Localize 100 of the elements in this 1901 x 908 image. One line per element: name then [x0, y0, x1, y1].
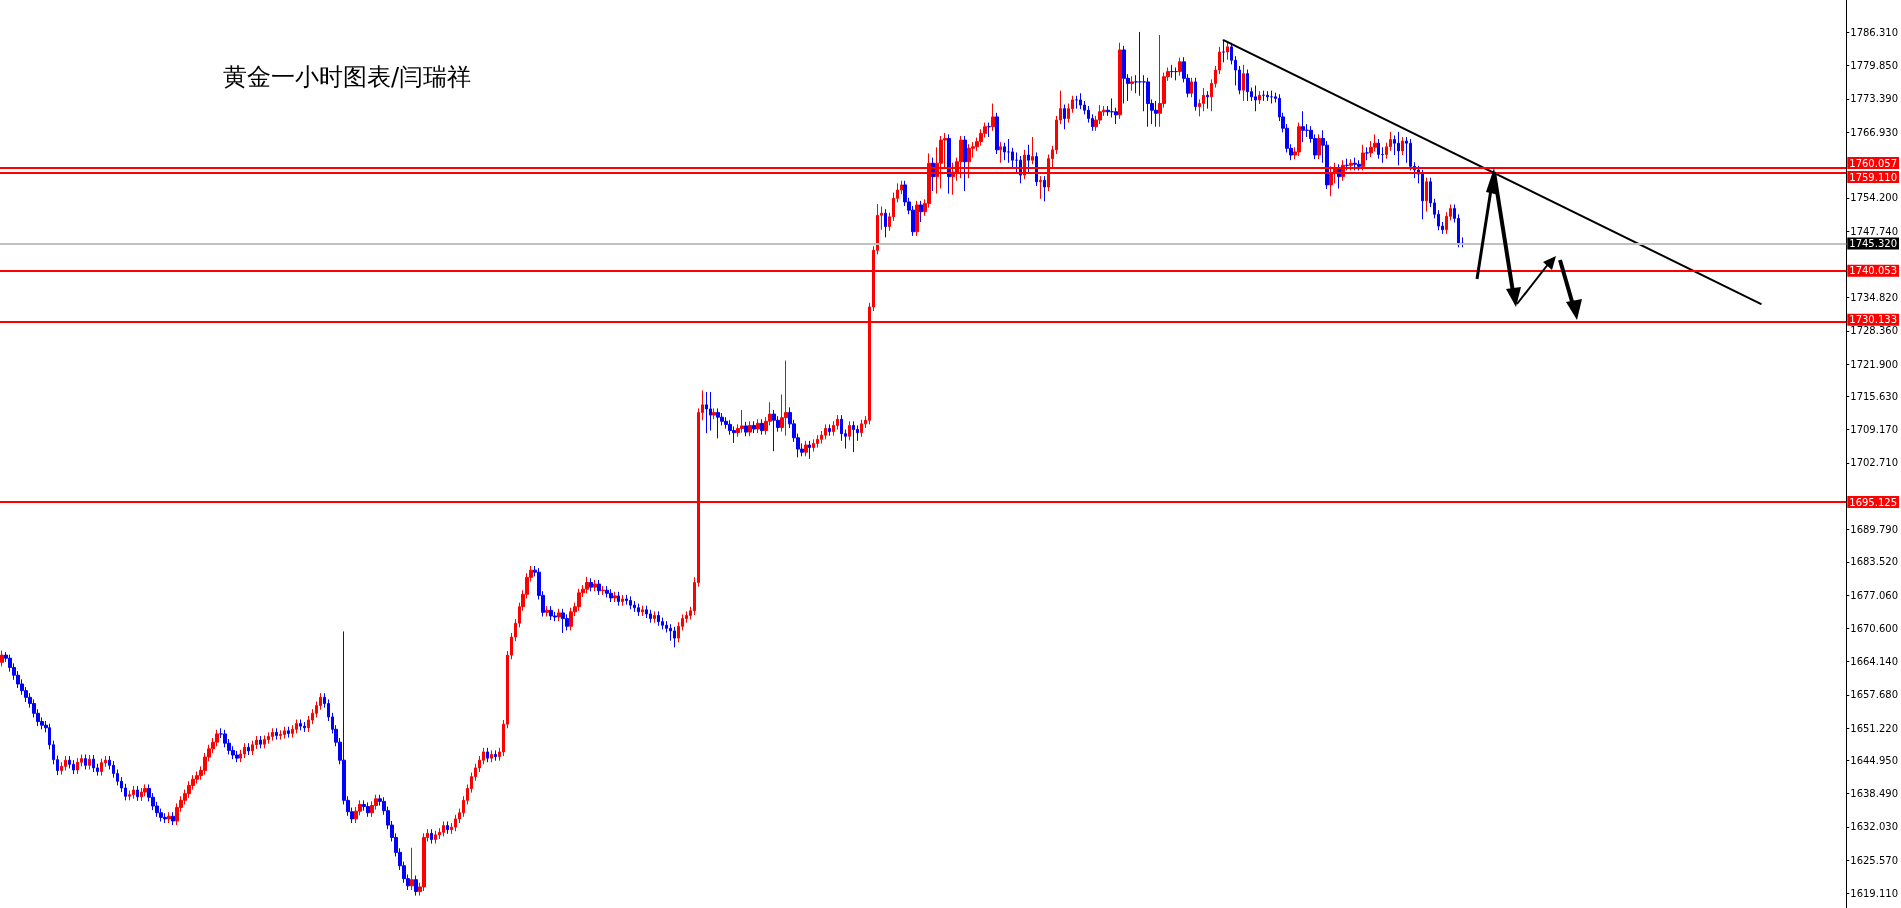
- candlestick: [410, 847, 414, 891]
- candlestick: [275, 727, 278, 741]
- candlestick: [1190, 77, 1193, 98]
- candlestick: [1258, 90, 1261, 105]
- y-tick-label: 1715.630: [1850, 390, 1898, 402]
- candlestick: [1194, 77, 1197, 112]
- candlestick: [641, 605, 644, 617]
- candlestick: [824, 423, 827, 440]
- candlestick: [1178, 57, 1182, 77]
- candlestick: [442, 820, 445, 837]
- candlestick: [92, 754, 95, 773]
- y-tick-label: 1670.600: [1850, 622, 1898, 634]
- candlestick: [1226, 42, 1229, 61]
- candlestick: [621, 594, 624, 607]
- y-tick-label: 1619.110: [1850, 888, 1898, 900]
- y-tick-label: 1734.820: [1850, 292, 1898, 304]
- candlestick: [136, 785, 139, 802]
- candlestick: [366, 801, 370, 818]
- candlestick: [601, 585, 605, 596]
- candlestick: [132, 785, 135, 800]
- y-tick-label: 1702.710: [1850, 457, 1898, 469]
- candlestick: [1297, 122, 1301, 157]
- candlestick: [1242, 64, 1245, 102]
- candlestick: [657, 610, 660, 627]
- candlestick: [597, 579, 601, 596]
- candlestick: [1254, 85, 1257, 112]
- candlestick: [752, 420, 756, 434]
- candlestick: [1043, 175, 1046, 202]
- ref-line-label: 1759.110: [1849, 171, 1897, 183]
- y-tick-label: 1683.520: [1850, 556, 1898, 568]
- candlestick: [1118, 42, 1122, 120]
- y-tick-label: 1644.950: [1850, 754, 1898, 766]
- candlestick: [617, 591, 620, 607]
- candlestick: [557, 608, 561, 622]
- candlestick: [999, 141, 1002, 164]
- candlestick: [0, 649, 4, 667]
- candlestick: [673, 626, 676, 648]
- candlestick: [605, 585, 609, 598]
- candlestick: [565, 613, 569, 631]
- y-tick-label: 1632.030: [1850, 821, 1898, 833]
- candlestick: [629, 595, 632, 610]
- y-tick-label: 1779.850: [1850, 60, 1898, 72]
- candlestick: [1421, 169, 1424, 220]
- candlestick: [1170, 64, 1174, 79]
- candlestick: [84, 754, 87, 770]
- candlestick: [884, 208, 887, 238]
- candlestick: [1039, 175, 1042, 200]
- candlestick: [263, 734, 266, 749]
- candlestick: [649, 609, 652, 624]
- candlestick: [653, 610, 656, 624]
- candlestick: [163, 812, 167, 824]
- candlestick: [1353, 157, 1357, 171]
- candlestick: [1031, 136, 1034, 165]
- candlestick: [772, 409, 776, 452]
- candlestick: [303, 721, 306, 733]
- ref-line-label: 1745.320: [1849, 238, 1897, 250]
- y-tick-label: 1728.360: [1850, 325, 1898, 337]
- candlestick: [1377, 138, 1380, 160]
- y-tick-label: 1677.060: [1850, 589, 1898, 601]
- candlestick: [494, 749, 497, 762]
- y-tick-label: 1766.930: [1850, 126, 1898, 138]
- ref-line-label: 1760.057: [1849, 157, 1897, 169]
- candlestick: [860, 419, 863, 438]
- candlestick: [609, 588, 613, 603]
- candlestick: [271, 727, 274, 742]
- candlestick: [784, 360, 788, 437]
- candlestick: [1158, 34, 1162, 128]
- candlestick: [1246, 69, 1249, 102]
- candlestick: [446, 820, 449, 835]
- candlestick: [709, 391, 712, 432]
- candlestick: [577, 588, 581, 612]
- candlestick: [1365, 146, 1369, 161]
- ref-line-label: 1730.133: [1849, 314, 1897, 326]
- y-tick-label: 1721.900: [1850, 358, 1898, 370]
- candlestick: [1317, 133, 1321, 160]
- candlestick: [585, 576, 589, 594]
- candlestick: [299, 719, 302, 731]
- candlestick: [414, 875, 418, 897]
- candlestick: [919, 200, 923, 223]
- candlestick: [235, 750, 239, 763]
- candlestick: [987, 122, 991, 138]
- candlestick: [625, 594, 628, 606]
- candlestick: [1174, 66, 1178, 81]
- candlestick: [1397, 131, 1400, 166]
- candlestick: [1206, 90, 1209, 110]
- candlestick: [645, 605, 648, 619]
- candlestick: [549, 605, 553, 621]
- candlestick: [279, 729, 282, 741]
- y-tick-label: 1689.790: [1850, 524, 1898, 535]
- candlestick: [259, 735, 262, 749]
- candlestick: [1222, 39, 1225, 63]
- y-tick-label: 1754.200: [1850, 192, 1898, 204]
- candlestick: [716, 407, 720, 439]
- candlestick: [64, 755, 67, 771]
- candlestick: [748, 420, 752, 437]
- candlestick: [1202, 87, 1205, 112]
- candlestick: [760, 418, 764, 436]
- candlestick: [171, 811, 175, 826]
- candlestick: [705, 391, 708, 434]
- candlestick: [1381, 146, 1384, 164]
